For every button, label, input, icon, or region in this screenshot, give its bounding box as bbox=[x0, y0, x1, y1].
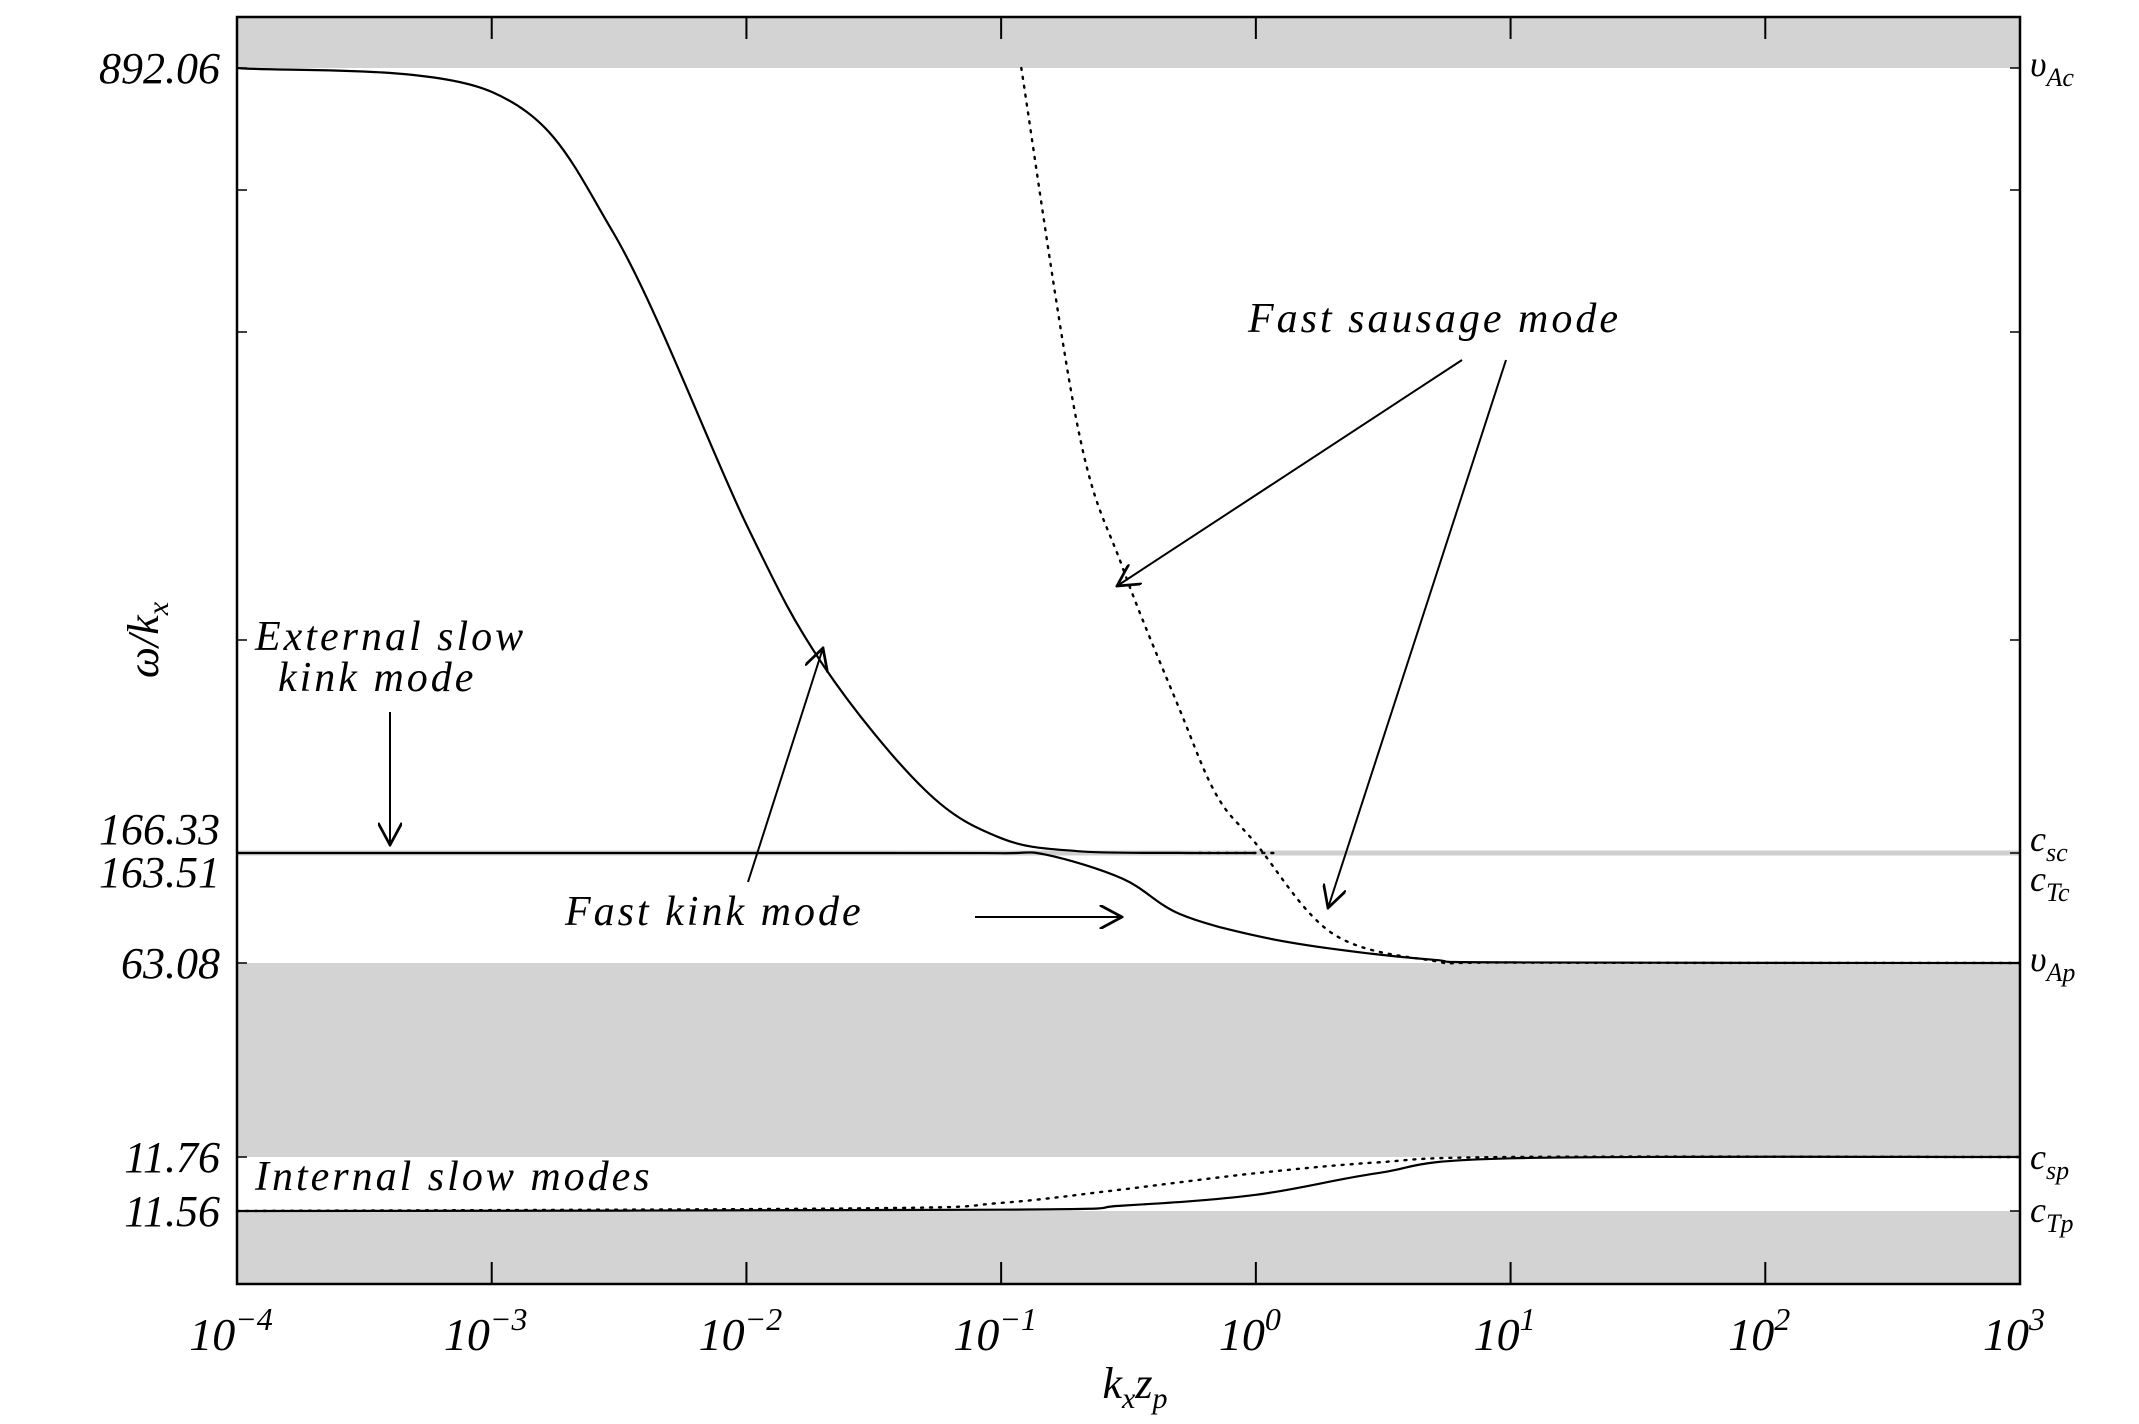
dotted-curve bbox=[235, 1155, 2022, 1213]
speed-subscript: sp bbox=[2046, 1156, 2069, 1185]
x-tick-exponent: 2 bbox=[1774, 1301, 1790, 1337]
x-tick-exponent: −4 bbox=[235, 1301, 273, 1337]
x-tick-label: 101 bbox=[1474, 1301, 1536, 1360]
speed-subscript: Ac bbox=[2045, 63, 2075, 92]
shaded-bands bbox=[237, 17, 2020, 1284]
y-title-subscript: x bbox=[142, 601, 175, 616]
x-tick-label: 10−2 bbox=[699, 1301, 783, 1360]
x-tick-base: 10 bbox=[1219, 1309, 1265, 1360]
x-tick-exponent: 3 bbox=[2028, 1301, 2045, 1337]
x-tick-label: 100 bbox=[1219, 1301, 1281, 1360]
x-tick-base: 10 bbox=[953, 1309, 999, 1360]
speed-symbol: υ bbox=[2030, 44, 2047, 84]
y-tick-label: 11.56 bbox=[124, 1187, 220, 1236]
x-tick-base: 10 bbox=[1983, 1309, 2029, 1360]
x-tick-base: 10 bbox=[699, 1309, 745, 1360]
y-axis-title: ω/kx bbox=[119, 601, 175, 678]
y-tick-label: 11.76 bbox=[124, 1133, 220, 1182]
solid-curve bbox=[236, 66, 1256, 855]
y-tick-label: 63.08 bbox=[121, 939, 220, 988]
annotation-line: kink mode bbox=[278, 655, 476, 701]
x-title-symbol: k bbox=[1103, 1359, 1124, 1408]
x-tick-labels: 10−4 10−3 10−2 10−1 100 101 102 103 bbox=[189, 1301, 2045, 1360]
x-title-subscript: p bbox=[1150, 1382, 1167, 1415]
annotation-internal-slow: Internal slow modes bbox=[254, 1154, 653, 1200]
x-tick-base: 10 bbox=[1474, 1309, 1520, 1360]
speed-subscript: Tc bbox=[2046, 878, 2070, 907]
x-tick-label: 102 bbox=[1728, 1301, 1790, 1360]
annotation-arrows bbox=[390, 359, 1507, 917]
y-title-symbol: ω/k bbox=[119, 614, 168, 678]
x-tick-label: 10−1 bbox=[953, 1301, 1037, 1360]
x-tick-exponent: 0 bbox=[1265, 1301, 1281, 1337]
right-speed-label: cTc bbox=[2030, 859, 2070, 907]
x-axis-title: kxzp bbox=[1103, 1359, 1168, 1415]
x-tick-exponent: −3 bbox=[490, 1301, 528, 1337]
speed-symbol: c bbox=[2030, 859, 2046, 899]
x-tick-exponent: 1 bbox=[1520, 1301, 1536, 1337]
annotation-line: Internal slow modes bbox=[254, 1154, 653, 1200]
annotation-line: Fast sausage mode bbox=[1247, 296, 1621, 342]
speed-subscript: sc bbox=[2046, 838, 2068, 867]
speed-subscript: Tp bbox=[2046, 1209, 2073, 1238]
solid-curve bbox=[237, 851, 2021, 965]
speed-symbol: c bbox=[2030, 1190, 2046, 1230]
x-title-subscript: x bbox=[1121, 1382, 1136, 1415]
right-speed-label: υAc bbox=[2030, 44, 2074, 92]
speed-symbol: c bbox=[2030, 1137, 2046, 1177]
x-tick-exponent: −1 bbox=[999, 1301, 1037, 1337]
series-layer bbox=[235, 66, 2022, 1213]
x-tick-label: 10−3 bbox=[444, 1301, 528, 1360]
right-speed-label: cTp bbox=[2030, 1190, 2073, 1238]
right-speed-label: csp bbox=[2030, 1137, 2069, 1185]
speed-symbol: υ bbox=[2030, 939, 2047, 979]
annotation-fast-kink: Fast kink mode bbox=[564, 889, 864, 935]
plot-frame bbox=[235, 15, 2022, 1286]
axis-ticks bbox=[236, 17, 2021, 1284]
shaded-band bbox=[237, 963, 2020, 1157]
shaded-band bbox=[237, 1211, 2020, 1284]
shaded-band bbox=[237, 17, 2020, 68]
x-title-symbol: z bbox=[1134, 1359, 1152, 1408]
x-tick-base: 10 bbox=[444, 1309, 490, 1360]
annotation-line: Fast kink mode bbox=[564, 889, 864, 935]
arrow-fast-sausage-1 bbox=[1117, 359, 1463, 586]
annotation-line: External slow bbox=[254, 614, 526, 660]
dotted-curve bbox=[1020, 66, 2022, 965]
x-tick-base: 10 bbox=[1728, 1309, 1774, 1360]
speed-symbol: c bbox=[2030, 819, 2046, 859]
x-tick-label: 103 bbox=[1983, 1301, 2045, 1360]
x-tick-label: 10−4 bbox=[189, 1301, 273, 1360]
right-speed-label: csc bbox=[2030, 819, 2068, 867]
x-tick-exponent: −2 bbox=[745, 1301, 783, 1337]
right-speed-label: υAp bbox=[2030, 939, 2075, 987]
arrow-fast-kink-up bbox=[747, 648, 823, 883]
annotation-external-slow-kink: External slow kink mode bbox=[254, 614, 540, 701]
y-tick-label: 163.51 bbox=[99, 848, 220, 897]
arrow-fast-sausage-2 bbox=[1328, 359, 1507, 908]
y-tick-label: 892.06 bbox=[99, 44, 220, 93]
annotation-fast-sausage: Fast sausage mode bbox=[1247, 296, 1621, 342]
speed-subscript: Ap bbox=[2045, 958, 2076, 987]
y-tick-label: 166.33 bbox=[99, 805, 220, 854]
x-tick-base: 10 bbox=[189, 1309, 235, 1360]
